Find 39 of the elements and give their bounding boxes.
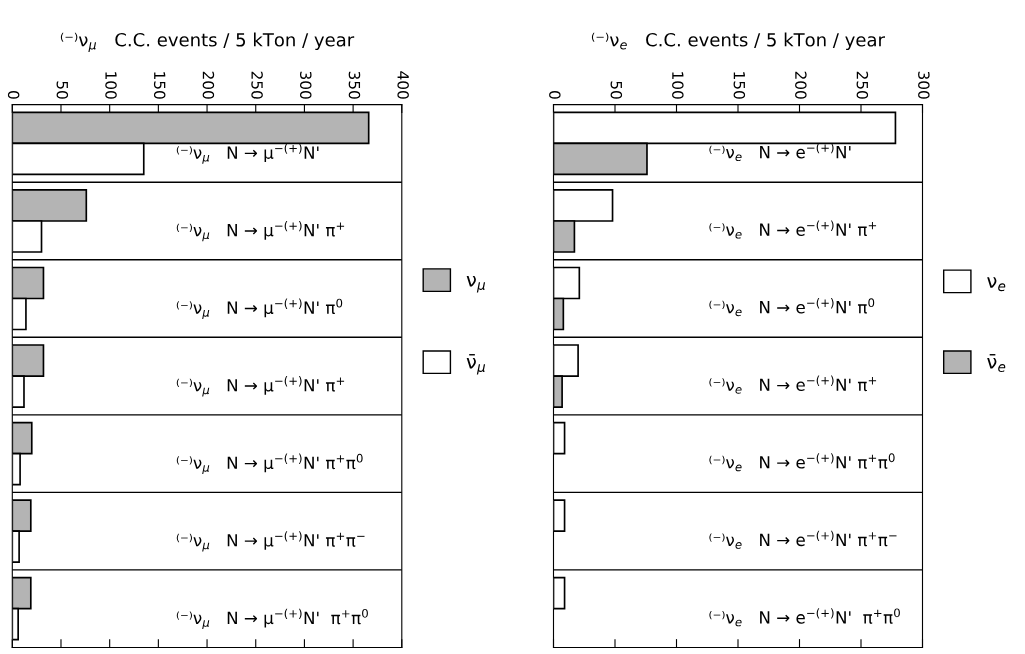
x-tick-label: 250 — [856, 71, 869, 99]
category-label: ⁽⁻⁾ν$_{μ}$ N → μ$^{−(+)}$N' — [176, 143, 319, 164]
x-tick-label: 150 — [153, 72, 166, 99]
category-label: ⁽⁻⁾ν$_{μ}$ N → μ$^{−(+)}$N' π$^{+}$ — [176, 376, 345, 397]
legend-label: ν̄$_{μ}$ — [466, 354, 486, 375]
x-tick-label: 300 — [918, 71, 930, 99]
category-label: ⁽⁻⁾ν$_{μ}$ N → μ$^{−(+)}$N' π$^{+}$ — [176, 220, 345, 242]
x-tick-label: 150 — [733, 72, 746, 99]
category-label: ⁽⁻⁾ν$_{e}$ N → e$^{−(+)}$N' π$^{0}$ — [709, 298, 875, 317]
x-tick-label: 250 — [251, 71, 263, 99]
x-tick-label: 200 — [795, 71, 807, 99]
legend-label: ν$_{μ}$ — [466, 275, 486, 293]
chart-title: ⁽⁻⁾ν$_{μ}$ C.C. events / 5 kTon / year — [60, 32, 355, 52]
bar — [553, 421, 566, 455]
x-tick-label: 200 — [202, 71, 215, 99]
category-label: ⁽⁻⁾ν$_{e}$ N → e$^{−(+)}$N' π$^{+}$ — [709, 220, 877, 239]
x-tick-label: 0 — [549, 91, 561, 99]
chart-title: ⁽⁻⁾ν$_{e}$ C.C. events / 5 kTon / year — [591, 32, 885, 51]
category-label: ⁽⁻⁾ν$_{e}$ N → e$^{−(+)}$N' π$^{+}$π$^{0}$ — [709, 453, 895, 472]
x-tick-label: 100 — [105, 72, 117, 99]
bar — [553, 499, 566, 532]
x-tick-label: 300 — [299, 71, 312, 99]
legend-label: ν$_{e}$ — [987, 277, 1006, 292]
x-tick-label: 50 — [56, 81, 69, 99]
category-label: ⁽⁻⁾ν$_{e}$ N → e$^{−(+)}$N' π$^{+}$ — [709, 375, 877, 394]
category-label: ⁽⁻⁾ν$_{μ}$ N → μ$^{−(+)}$N' π$^{+}$π$^{0}$ — [176, 453, 363, 474]
x-tick-label: 0 — [7, 91, 20, 99]
x-tick-label: 50 — [610, 81, 623, 99]
category-label: ⁽⁻⁾ν$_{e}$ N → e$^{−(+)}$N' — [709, 142, 851, 162]
category-label: ⁽⁻⁾ν$_{μ}$ N → μ$^{−(+)}$N' π$^{+}$π$^{−}$ — [176, 531, 365, 552]
bar — [553, 576, 566, 610]
x-tick-label: 100 — [672, 72, 684, 99]
category-label: ⁽⁻⁾ν$_{μ}$ N → μ$^{−(+)}$N' π$^{+}$π$^{0}$ — [176, 608, 368, 630]
x-tick-label: 350 — [348, 71, 361, 99]
category-label: ⁽⁻⁾ν$_{e}$ N → e$^{−(+)}$N' π$^{+}$π$^{−}$ — [709, 530, 897, 549]
x-tick-label: 400 — [397, 71, 409, 99]
category-label: ⁽⁻⁾ν$_{μ}$ N → μ$^{−(+)}$N' π$^{0}$ — [176, 298, 343, 319]
category-label: ⁽⁻⁾ν$_{e}$ N → e$^{−(+)}$N' π$^{+}$π$^{0}$ — [709, 608, 900, 627]
legend-label: ν̄$_{e}$ — [987, 354, 1006, 372]
